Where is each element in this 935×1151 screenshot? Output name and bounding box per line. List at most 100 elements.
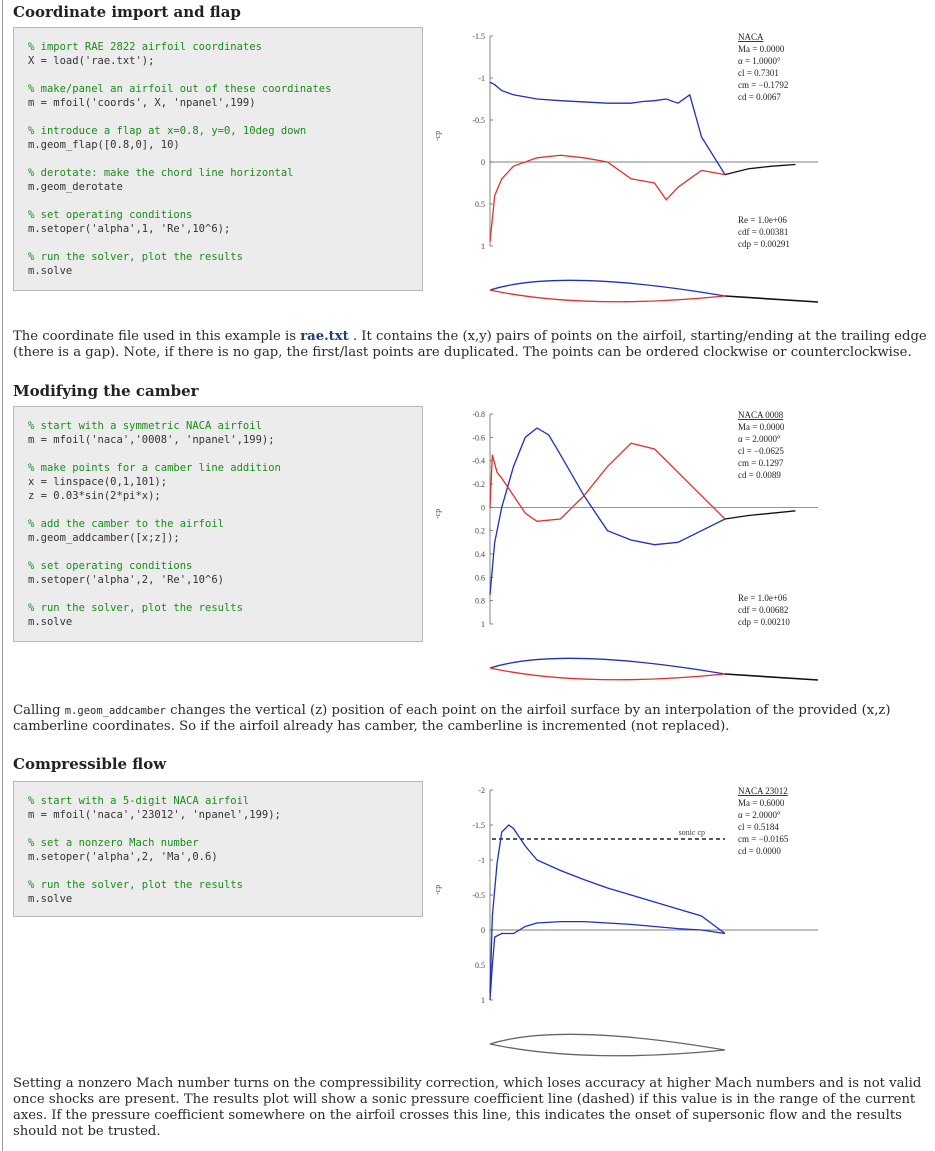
info-text: NACA 23012 (738, 786, 788, 796)
y-tick-label: -0.8 (472, 410, 485, 419)
code-line: m.setoper('alpha',2, 'Re',10^6) (28, 574, 224, 586)
code-text: % start with a symmetric NACA airfoil m … (28, 419, 408, 629)
y-tick-label: -1 (478, 856, 485, 865)
info-text: cm = −0.1792 (738, 80, 788, 90)
paragraph: Calling m.geom_addcamber changes the ver… (13, 703, 928, 735)
wake-line (724, 673, 819, 681)
code-line: m.geom_derotate (28, 181, 123, 193)
y-tick-label: -0.5 (472, 891, 485, 900)
code-comment: % run the solver, plot the results (28, 879, 243, 891)
code-comment: % import RAE 2822 airfoil coordinates (28, 41, 262, 53)
airfoil-upper (489, 1033, 726, 1051)
code-comment: % run the solver, plot the results (28, 251, 243, 263)
code-comment: % introduce a flap at x=0.8, y=0, 10deg … (28, 125, 307, 137)
info-text: cm = −0.0165 (738, 834, 789, 844)
info-text: NACA 0008 (738, 410, 784, 420)
code-line: m.setoper('alpha',2, 'Ma',0.6) (28, 851, 218, 863)
code-line: m = mfoil('naca','23012', 'npanel',199); (28, 809, 281, 821)
y-tick-label: -1 (478, 74, 485, 83)
info-text: cdp = 0.00291 (738, 239, 790, 249)
code-comment: % set operating conditions (28, 209, 193, 221)
code-line: z = 0.03*sin(2*pi*x); (28, 490, 161, 502)
code-comment: % run the solver, plot the results (28, 602, 243, 614)
code-comment: % start with a 5-digit NACA airfoil (28, 795, 250, 807)
code-line: m.geom_flap([0.8,0], 10) (28, 139, 180, 151)
code-line: m.solve (28, 265, 73, 277)
cp-series (489, 824, 726, 994)
code-line: X = load('rae.txt'); (28, 55, 155, 67)
code-comment: % make/panel an airfoil out of these coo… (28, 83, 332, 95)
section-heading: Modifying the camber (13, 382, 199, 400)
cp-plot: -0.8 -0.6 -0.4 -0.2 0 0.2 0.4 0.6 0.8 1 -cp NACA 00… (433, 410, 819, 681)
cp-plot: -1.5 -1 -0.5 0 0.5 1 -cp NACA Ma = 0.0000 α = 1.0… (433, 32, 819, 303)
y-tick-label: 1 (481, 242, 485, 251)
info-text: Ma = 0.6000 (738, 798, 785, 808)
info-text: cl = −0.0625 (738, 446, 784, 456)
section-heading: Coordinate import and flap (13, 3, 241, 21)
info-text: Ma = 0.0000 (738, 422, 785, 432)
airfoil-upper (489, 657, 726, 675)
airfoil-lower (489, 667, 726, 681)
wake-line (724, 295, 819, 303)
y-tick-label: 0 (481, 158, 485, 167)
cp-series (724, 510, 796, 520)
code-comment: % start with a symmetric NACA airfoil (28, 420, 262, 432)
y-tick-label: 1 (481, 620, 485, 629)
y-tick-label: 0.8 (475, 597, 485, 606)
y-tick-label: 0 (481, 926, 485, 935)
y-tick-label: 0.5 (475, 961, 485, 970)
code-comment: % set operating conditions (28, 560, 193, 572)
info-text: NACA (738, 32, 764, 42)
section-heading: Compressible flow (13, 755, 167, 773)
cp-plot: -2 -1.5 -1 -0.5 0 0.5 1 -cp sonic cp NACA 23012 Ma… (433, 786, 818, 1057)
info-text: α = 2.0000° (738, 434, 781, 444)
inline-code: m.geom_addcamber (64, 705, 166, 717)
file-link[interactable]: rae.txt (300, 329, 349, 344)
y-tick-label: -0.4 (472, 457, 485, 466)
cp-series (489, 154, 726, 242)
info-text: cd = 0.0067 (738, 92, 781, 102)
info-text: cdf = 0.00381 (738, 227, 788, 237)
code-block: % start with a 5-digit NACA airfoil m = … (13, 781, 423, 917)
y-tick-label: 1 (481, 996, 485, 1005)
code-line: m.solve (28, 893, 73, 905)
y-tick-label: -1.5 (472, 821, 485, 830)
code-comment: % set a nonzero Mach number (28, 837, 199, 849)
code-line: m.geom_addcamber([x;z]); (28, 532, 180, 544)
code-comment: % add the camber to the airfoil (28, 518, 224, 530)
code-comment: % make points for a camber line addition (28, 462, 281, 474)
y-tick-label: -0.2 (472, 480, 485, 489)
y-tick-label: 0.6 (475, 573, 485, 582)
code-line: m = mfoil('coords', X, 'npanel',199) (28, 97, 256, 109)
airfoil-lower (489, 289, 726, 303)
code-comment: % derotate: make the chord line horizont… (28, 167, 294, 179)
y-tick-label: -0.6 (472, 433, 485, 442)
airfoil-upper (489, 279, 726, 297)
cp-series (489, 920, 726, 1001)
code-text: % import RAE 2822 airfoil coordinates X … (28, 40, 408, 278)
info-text: cl = 0.7301 (738, 68, 779, 78)
code-block: % import RAE 2822 airfoil coordinates X … (13, 27, 423, 291)
cp-series (724, 163, 796, 176)
y-axis-label: -cp (433, 885, 442, 895)
y-tick-label: 0 (481, 503, 485, 512)
code-block: % start with a symmetric NACA airfoil m … (13, 406, 423, 642)
y-tick-label: -1.5 (472, 32, 485, 41)
code-line: m = mfoil('naca','0008', 'npanel',199); (28, 434, 275, 446)
code-line: m.setoper('alpha',1, 'Re',10^6); (28, 223, 231, 235)
info-text: Re = 1.0e+06 (738, 593, 787, 603)
paragraph-text: Calling (13, 703, 65, 718)
paragraph-text: The coordinate file used in this example… (13, 329, 301, 344)
cp-series (489, 81, 726, 175)
y-axis-label: -cp (433, 131, 442, 141)
y-tick-label: 0.4 (475, 550, 485, 559)
cp-series (489, 442, 726, 523)
airfoil-lower (489, 1043, 726, 1057)
info-text: cd = 0.0089 (738, 470, 781, 480)
code-line: m.solve (28, 616, 73, 628)
info-text: Re = 1.0e+06 (738, 215, 787, 225)
paragraph-text: . It contains the (x,y) pairs of points … (13, 329, 927, 360)
paragraph: Setting a nonzero Mach number turns on t… (13, 1076, 922, 1139)
paragraph: The coordinate file used in this example… (13, 329, 928, 361)
y-tick-label: 0.2 (475, 527, 485, 536)
